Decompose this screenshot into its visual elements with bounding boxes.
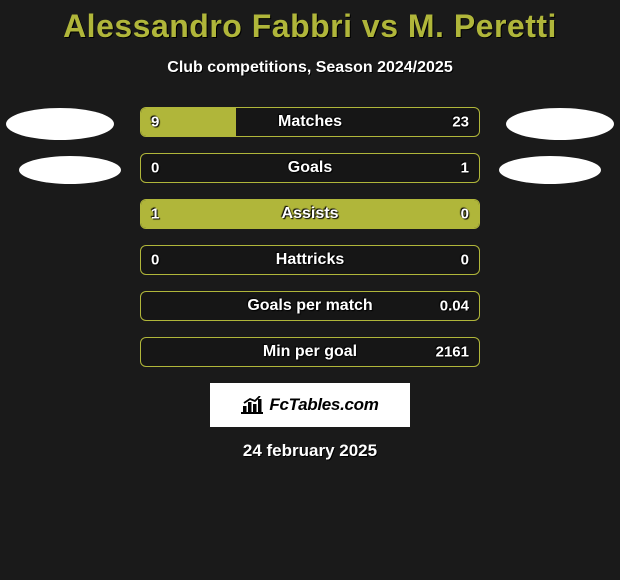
bar-value-right: 0 — [461, 206, 469, 223]
bar-row: Assists 1 0 — [140, 199, 480, 229]
bar-value-right: 0 — [461, 252, 469, 269]
player-left-avatar-placeholder-1 — [6, 108, 114, 140]
bar-value-left: 9 — [151, 114, 159, 131]
chart-icon — [241, 396, 263, 414]
bar-label: Hattricks — [276, 251, 344, 269]
bars-container: Matches923Goals01Assists10Hattricks00Goa… — [140, 107, 480, 367]
subtitle: Club competitions, Season 2024/2025 — [0, 59, 620, 77]
bar-value-left: 1 — [151, 206, 159, 223]
bar-value-left: 0 — [151, 252, 159, 269]
bar-row: Min per goal 2161 — [140, 337, 480, 367]
bar-value-right: 1 — [461, 160, 469, 177]
bar-value-right: 0.04 — [440, 298, 469, 315]
bar-label: Min per goal — [263, 343, 357, 361]
date-label: 24 february 2025 — [0, 441, 620, 461]
bar-row: Goals per match 0.04 — [140, 291, 480, 321]
bar-label: Goals per match — [247, 297, 372, 315]
page-title: Alessandro Fabbri vs M. Peretti — [0, 0, 620, 45]
bar-label: Goals — [288, 159, 332, 177]
bar-label: Matches — [278, 113, 342, 131]
comparison-chart: Matches923Goals01Assists10Hattricks00Goa… — [0, 107, 620, 367]
bar-row: Hattricks 0 0 — [140, 245, 480, 275]
player-left-avatar-placeholder-2 — [19, 156, 121, 184]
bar-row: Goals 0 1 — [140, 153, 480, 183]
player-right-avatar-placeholder-1 — [506, 108, 614, 140]
bar-value-right: 23 — [452, 114, 469, 131]
watermark-text: FcTables.com — [269, 395, 378, 415]
bar-row: Matches 9 23 — [140, 107, 480, 137]
bar-label: Assists — [282, 205, 339, 223]
bar-value-left: 0 — [151, 160, 159, 177]
watermark: FcTables.com — [210, 383, 410, 427]
player-right-avatar-placeholder-2 — [499, 156, 601, 184]
bar-value-right: 2161 — [436, 344, 469, 361]
